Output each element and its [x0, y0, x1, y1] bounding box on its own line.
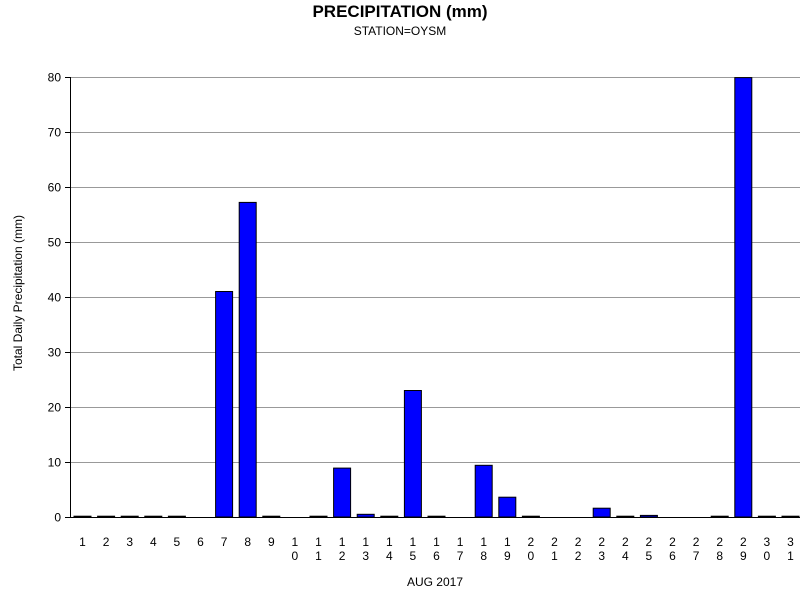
x-tick-label-5: 5 [174, 535, 181, 549]
axes [65, 77, 800, 518]
x-tick-label-3: 3 [126, 535, 133, 549]
bar-day-15 [403, 390, 422, 518]
bar-day-14 [380, 515, 399, 518]
x-tick-label-1: 1 [79, 535, 86, 549]
y-tick-labels: 0 10 20 30 40 50 60 70 80 [48, 71, 62, 525]
bar-day-23 [592, 507, 611, 518]
y-tick-label-0: 0 [54, 511, 61, 525]
bar-day-4 [144, 515, 163, 518]
bar-day-11 [309, 515, 328, 518]
y-tick-label-10: 10 [48, 456, 62, 470]
chart-title: PRECIPITATION (mm) [312, 2, 487, 21]
bar-day-9 [262, 515, 281, 518]
bar-day-3 [120, 515, 139, 518]
bar-day-25 [639, 514, 658, 518]
bars [73, 77, 800, 518]
x-tick-label-2: 2 [103, 535, 110, 549]
y-tick-label-30: 30 [48, 346, 62, 360]
bar-day-13 [356, 513, 375, 518]
x-tick-label-6: 6 [197, 535, 204, 549]
y-axis-label: Total Daily Precipitation (mm) [11, 215, 25, 371]
y-tick-label-20: 20 [48, 401, 62, 415]
bar-day-8 [238, 201, 257, 518]
y-tick-label-50: 50 [48, 236, 62, 250]
x-tick-label-7: 7 [221, 535, 228, 549]
bar-day-24 [616, 515, 635, 518]
x-tick-label-9: 9 [268, 535, 275, 549]
bar-day-20 [521, 515, 540, 518]
bar-day-7 [215, 291, 234, 518]
bar-day-18 [474, 464, 493, 518]
y-tick-label-70: 70 [48, 126, 62, 140]
bar-day-5 [167, 515, 186, 518]
bar-day-29 [734, 77, 753, 518]
grid-lines [70, 77, 800, 463]
y-tick-label-80: 80 [48, 71, 62, 85]
x-tick-label-8: 8 [244, 535, 251, 549]
bar-day-31 [781, 515, 800, 518]
bar-day-30 [757, 515, 776, 518]
x-tick-labels: 1 2 3 4 5 6 7 8 9 1 01 11 21 31 41 51 61 71 81 92 02 12 22 32 42… [79, 535, 794, 563]
bar-day-1 [73, 515, 92, 518]
chart-subtitle: STATION=OYSM [354, 24, 447, 38]
bar-day-19 [498, 496, 517, 518]
x-tick-label-4: 4 [150, 535, 157, 549]
bar-day-16 [427, 515, 446, 518]
y-tick-label-40: 40 [48, 291, 62, 305]
bar-day-2 [97, 515, 116, 518]
bar-day-12 [333, 467, 352, 518]
x-axis-label: AUG 2017 [407, 575, 463, 589]
bar-day-28 [710, 515, 729, 518]
y-tick-label-60: 60 [48, 181, 62, 195]
